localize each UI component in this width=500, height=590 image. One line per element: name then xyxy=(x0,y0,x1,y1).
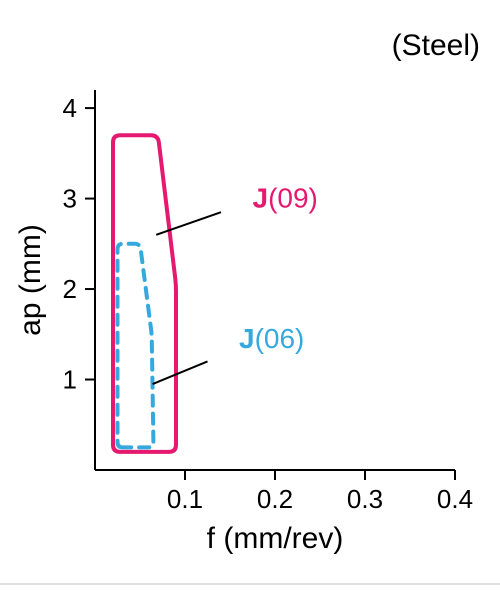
x-tick-label: 0.1 xyxy=(167,484,203,514)
chart-svg: (Steel) 0.1 0.2 0.3 0.4 f (mm/rev) 1 2 3 4 ap (mm)… xyxy=(0,0,500,590)
x-axis-title: f (mm/rev) xyxy=(207,522,344,555)
y-tick-label: 1 xyxy=(63,365,77,395)
y-tick-label: 3 xyxy=(63,184,77,214)
y-tick-label: 4 xyxy=(63,93,77,123)
y-tick-label: 2 xyxy=(63,274,77,304)
x-tick-label: 0.4 xyxy=(437,484,473,514)
y-axis-title: ap (mm) xyxy=(14,224,47,336)
series-J06-label: J(06) xyxy=(239,323,304,354)
material-label: (Steel) xyxy=(392,29,480,62)
x-tick-label: 0.3 xyxy=(347,484,383,514)
x-tick-label: 0.2 xyxy=(257,484,293,514)
chart-container: (Steel) 0.1 0.2 0.3 0.4 f (mm/rev) 1 2 3 4 ap (mm)… xyxy=(0,0,500,590)
series-J09-label: J(09) xyxy=(253,183,318,214)
